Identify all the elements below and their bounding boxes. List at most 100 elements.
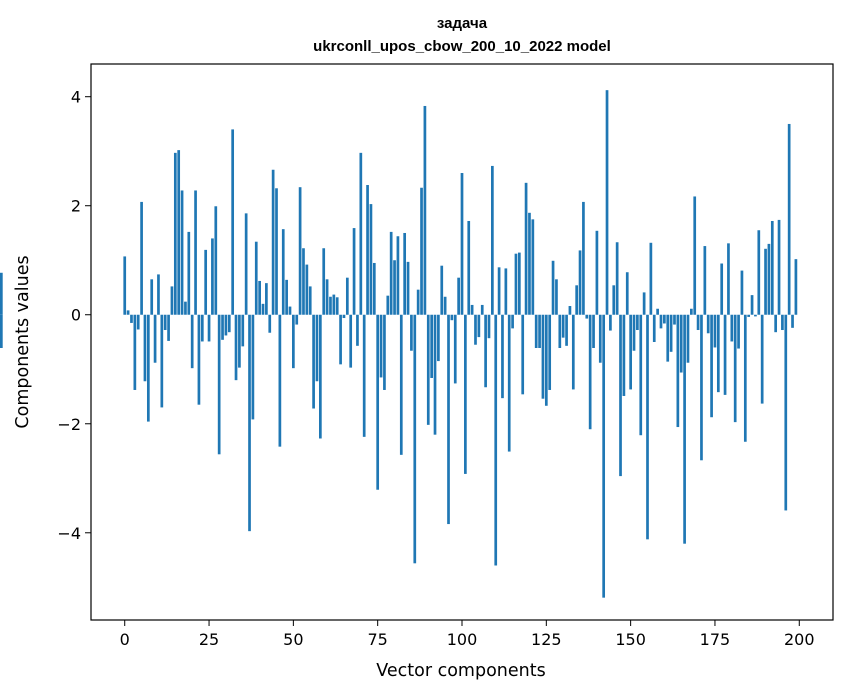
bar-6 [143,314,147,382]
bar-11 [160,314,164,408]
bar-45 [275,188,278,315]
x-axis-label: Vector components [376,661,545,681]
bar-112 [501,314,504,399]
bar-8 [150,279,154,315]
bar-1 [126,310,130,315]
bar-122 [534,314,538,348]
x-tick-label: 0 [120,630,130,649]
bar-81 [396,236,400,315]
x-tick-label: 50 [283,630,303,649]
bar-64 [339,314,342,365]
bar-149 [625,272,629,315]
bar-series [0,90,798,598]
bar-60 [325,279,329,315]
bar-50 [292,314,295,369]
bar-139 [592,314,595,348]
bar-5 [140,201,143,315]
bar-35 [241,314,245,347]
bar-158 [656,308,659,315]
bar-140 [595,230,599,315]
x-tick-label: 125 [531,630,562,649]
bar-38 [251,314,255,420]
bar-36 [244,213,248,315]
bar-126 [548,314,552,390]
bar-67 [349,314,353,368]
bar-170 [696,314,700,331]
bar-166 [683,314,686,544]
bar-99 [457,277,460,315]
bar-12 [163,314,167,331]
bar-121 [531,219,535,315]
bar-128 [555,279,558,315]
bar-84 [406,261,410,315]
bar-24 [204,249,208,315]
x-tick-label: 200 [784,630,815,649]
bar-106 [480,304,484,315]
bar-49 [288,306,292,315]
bar-156 [649,242,653,315]
bar-19 [187,231,191,315]
bar-141 [598,314,602,363]
bar-115 [511,314,514,329]
bar-148 [622,314,626,396]
bar-108 [487,314,491,339]
bar-176 [716,314,720,393]
bar-110 [494,314,498,566]
bar-114 [507,314,511,452]
bar-127 [551,260,555,315]
y-tick-label: −4 [57,524,81,543]
y-tick-label: 4 [71,88,81,107]
bar-2 [130,314,133,323]
bar-65 [342,314,346,319]
bar-147 [619,314,622,477]
bar-76 [379,314,383,378]
bar-71 [362,314,366,437]
x-tick-label: 75 [368,630,388,649]
bar-160 [663,314,666,324]
bar-119 [524,182,528,315]
bar-186 [750,295,754,315]
bar-107 [484,314,487,388]
bar-43 [268,314,272,333]
chart-title-line2: ukrconll_upos_cbow_200_10_2022 model [313,38,611,55]
bar-7 [146,314,150,422]
bar-136 [582,201,585,315]
bar-74 [372,262,376,315]
bar-132 [568,306,572,315]
bar-47 [281,229,285,315]
bar-51 [295,314,299,325]
bar-88 [420,187,423,315]
bar-123 [538,314,541,348]
bar-61 [329,296,332,315]
bar-9 [153,314,157,363]
bar-150 [629,314,632,390]
bar-89 [423,105,427,315]
bar-145 [612,285,616,315]
bar-188 [757,230,761,315]
bar-85 [410,314,413,351]
x-tick-label: 175 [700,630,731,649]
chart-title-line1: задача [437,15,488,32]
bar-131 [565,314,568,346]
bar-189 [760,314,764,404]
bar-113 [504,268,508,315]
bar-53 [302,248,305,315]
x-tick-label: 100 [447,630,478,649]
bar-34 [238,314,241,368]
bar-161 [666,314,670,362]
bar-184 [743,314,747,442]
bar-68 [352,228,356,315]
bar-129 [558,314,562,348]
bar-96 [447,314,450,525]
bar-48 [285,279,288,315]
bar-62 [332,294,336,315]
bar-190 [764,248,767,315]
bar-111 [497,267,501,315]
bar-39 [254,241,258,315]
bar-199 [794,259,798,315]
bar-180 [730,314,734,342]
bar-162 [669,314,673,352]
bar-16 [177,150,181,315]
bar-46 [278,314,282,447]
bar-82 [399,314,403,455]
